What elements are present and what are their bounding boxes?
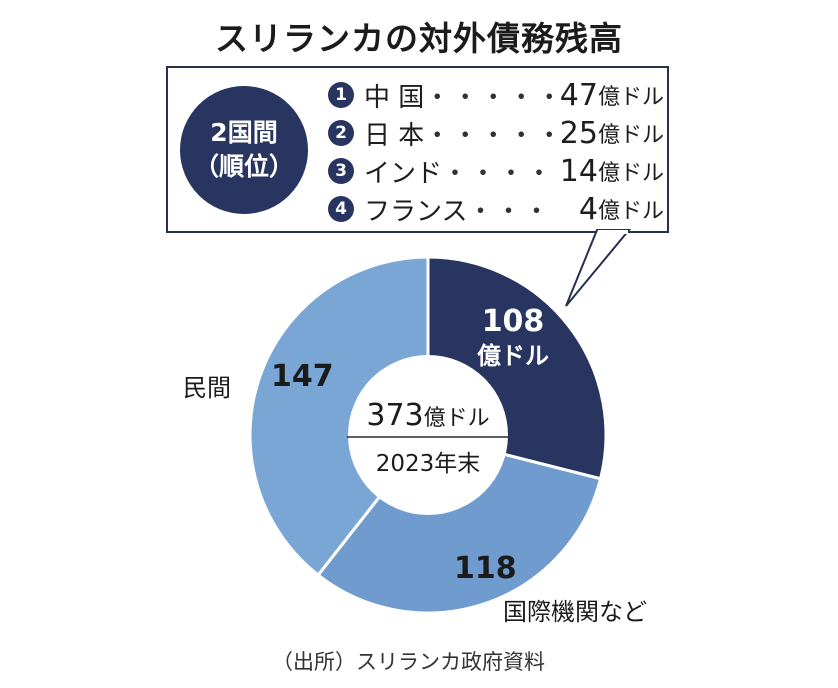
chart-title: スリランカの対外債務残高 [215, 19, 623, 58]
badge-line1: 2国間 [210, 118, 278, 147]
rank-unit: 億ドル [597, 161, 664, 186]
donut-hole [348, 355, 508, 515]
rank-unit: 億ドル [597, 199, 664, 224]
rank-item: 2 日 本 ・・・・・・ 25 億ドル [328, 114, 664, 152]
private-value: 147 [271, 359, 334, 394]
rank-unit: 億ドル [597, 123, 664, 148]
private-name: 民間 [183, 374, 231, 402]
rank-number: 4 [328, 196, 354, 222]
rank-number: 3 [328, 158, 354, 184]
rank-country: 中 国 [364, 82, 425, 113]
rank-country: インド [364, 158, 443, 189]
rank-value: 47 [559, 77, 598, 113]
rank-number: 1 [328, 82, 354, 108]
callout-pointer [565, 229, 632, 307]
bilateral-label: 108 億ドル [468, 305, 558, 373]
donut-slice-3 [248, 255, 430, 578]
center-period: 2023年末 [375, 451, 481, 477]
rank-dots: ・・・・・・ [424, 82, 560, 113]
bilateral-unit: 億ドル [477, 342, 549, 370]
rank-value: 25 [559, 115, 598, 151]
rank-dots: ・・・ [467, 196, 552, 227]
multilateral-value: 118 [454, 551, 517, 586]
rank-dots: ・・・・・・ [424, 120, 560, 151]
center-total-value: 373 [366, 398, 424, 433]
center-total-unit: 億ドル [423, 406, 490, 431]
donut-slice-2 [316, 433, 603, 615]
rank-number: 2 [328, 120, 354, 146]
bilateral-value: 108 [481, 304, 545, 339]
rank-item: 4 フランス ・・・ 4 億ドル [328, 190, 664, 228]
rank-unit: 億ドル [597, 85, 664, 110]
center-total: 373億ドル [348, 398, 508, 433]
bilateral-callout: 2国間 （順位） 1 中 国 ・・・・・・ 47 億ドル 2 日 本 ・・・・・… [166, 66, 669, 233]
rank-country: 日 本 [364, 120, 425, 151]
rank-value: 4 [578, 191, 598, 227]
rank-value: 14 [559, 153, 598, 189]
rank-item: 1 中 国 ・・・・・・ 47 億ドル [328, 76, 664, 114]
rank-dots: ・・・・・ [442, 158, 560, 189]
rank-country: フランス [364, 196, 468, 227]
rank-list: 1 中 国 ・・・・・・ 47 億ドル 2 日 本 ・・・・・・ 25 億ドル … [328, 76, 664, 228]
source-note: （出所）スリランカ政府資料 [272, 650, 545, 674]
badge-line2: （順位） [193, 152, 294, 181]
bilateral-badge: 2国間 （順位） [180, 86, 308, 214]
rank-item: 3 インド ・・・・・ 14 億ドル [328, 152, 664, 190]
multilateral-name: 国際機関など [503, 598, 647, 626]
